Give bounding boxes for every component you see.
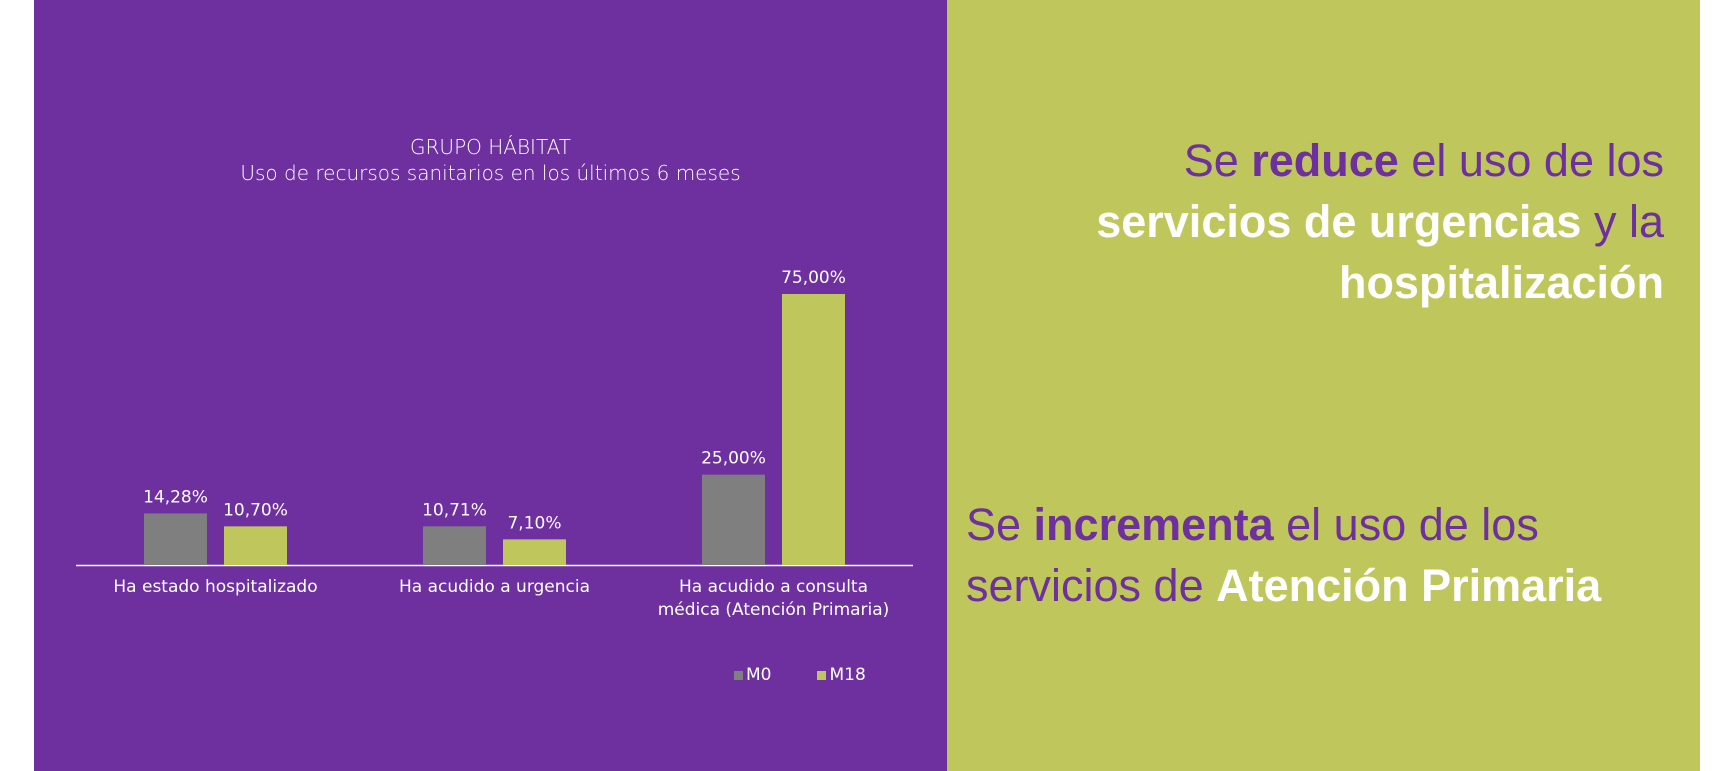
bar-m18-1 <box>503 539 566 565</box>
message-panel: Se reduce el uso de los servicios de urg… <box>947 0 1700 771</box>
message-keyword-urgencias: servicios de urgencias <box>1096 196 1582 247</box>
chart-legend: M0 M18 <box>734 665 866 685</box>
chart-title-block: GRUPO HÁBITAT Uso de recursos sanitarios… <box>34 134 947 186</box>
data-label-m18-1: 7,10% <box>507 513 561 533</box>
category-label-2: Ha acudido a consulta <box>679 577 868 597</box>
message-text: Se <box>966 499 1034 550</box>
legend-label-m0: M0 <box>746 665 772 685</box>
category-label-2: médica (Atención Primaria) <box>658 600 890 620</box>
legend-item-m0: M0 <box>734 665 771 685</box>
message-keyword-incrementa: incrementa <box>1033 499 1274 550</box>
message-reduce-line-3: hospitalización <box>1096 252 1664 313</box>
data-label-m0-0: 14,28% <box>143 487 208 507</box>
message-keyword-atencion-primaria: Atención Primaria <box>1216 560 1602 611</box>
message-incrementa-line-2: servicios de Atención Primaria <box>966 555 1601 616</box>
chart-subtitle: Uso de recursos sanitarios en los último… <box>240 161 741 185</box>
legend-item-m18: M18 <box>817 665 866 685</box>
message-text: y la <box>1581 196 1664 247</box>
bar-m18-2 <box>782 294 845 565</box>
bar-m0-2 <box>702 474 765 565</box>
chart-title: GRUPO HÁBITAT <box>410 135 571 159</box>
message-incrementa-line-1: Se incrementa el uso de los <box>966 494 1601 555</box>
message-text: el uso de los <box>1398 135 1664 186</box>
data-label-m0-2: 25,00% <box>701 449 766 469</box>
bar-m18-0 <box>224 526 287 565</box>
legend-label-m18: M18 <box>829 665 866 685</box>
data-label-m18-2: 75,00% <box>781 268 846 288</box>
category-label-0: Ha estado hospitalizado <box>113 577 317 597</box>
data-label-m18-0: 10,70% <box>223 500 288 520</box>
message-reduce-line-1: Se reduce el uso de los <box>1096 130 1664 191</box>
bar-chart: 14,28% 10,70% Ha estado hospitalizado 10,71… <box>76 268 913 620</box>
message-keyword-reduce: reduce <box>1251 135 1399 186</box>
bar-m0-0 <box>144 513 207 565</box>
message-text: el uso de los <box>1273 499 1539 550</box>
message-incrementa: Se incrementa el uso de los servicios de… <box>966 494 1601 616</box>
message-text: Se <box>1183 135 1252 186</box>
message-reduce-line-2: servicios de urgencias y la <box>1096 191 1664 252</box>
message-text: servicios de <box>966 560 1217 611</box>
message-keyword-hospitalizacion: hospitalización <box>1338 257 1664 308</box>
chart-panel: GRUPO HÁBITAT Uso de recursos sanitarios… <box>34 0 947 771</box>
message-reduce: Se reduce el uso de los servicios de urg… <box>1096 130 1664 313</box>
data-label-m0-1: 10,71% <box>422 500 487 520</box>
category-label-1: Ha acudido a urgencia <box>399 577 590 597</box>
legend-swatch-m0 <box>734 670 743 680</box>
legend-swatch-m18 <box>817 670 827 680</box>
bar-m0-1 <box>423 526 486 565</box>
